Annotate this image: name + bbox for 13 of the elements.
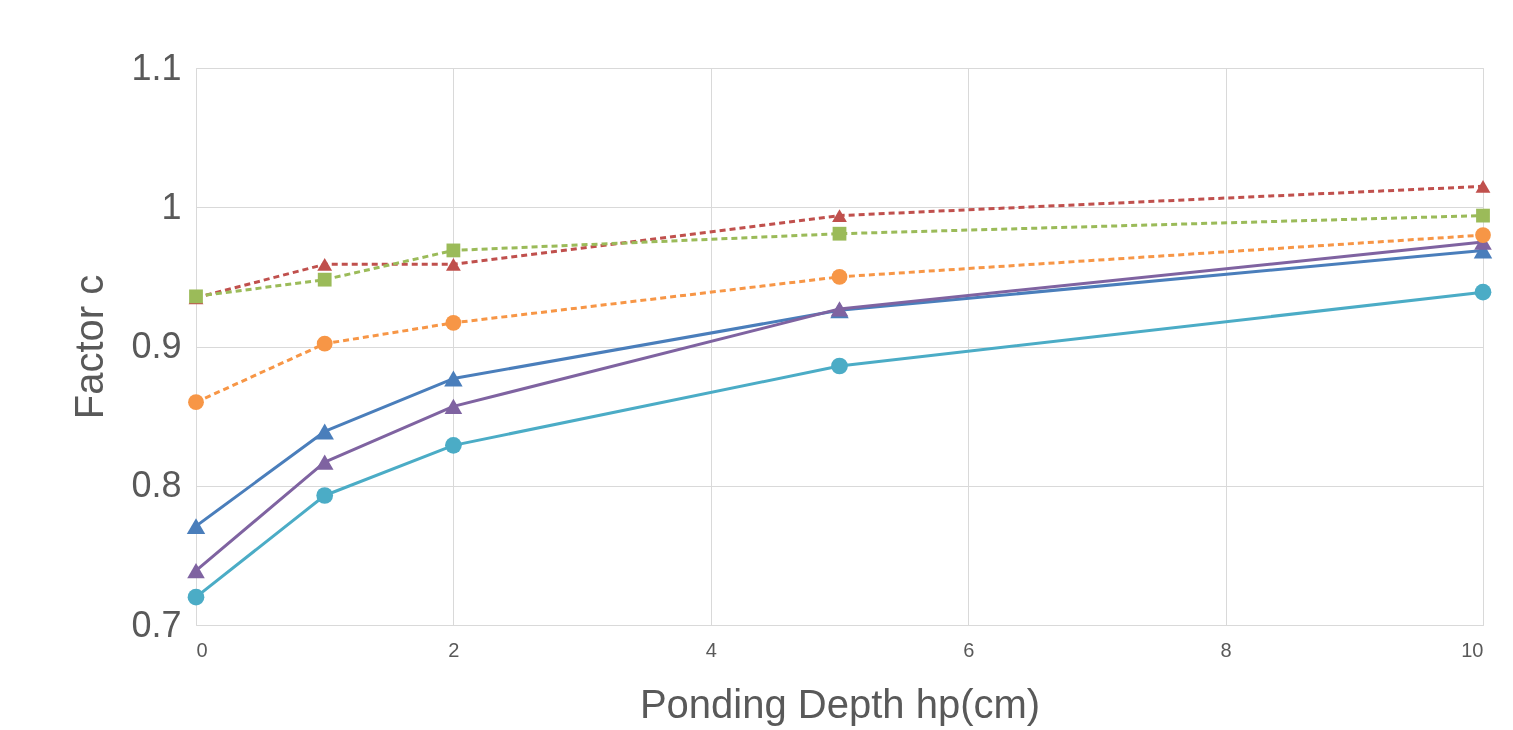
y-tick-label: 0.9 [131,325,182,366]
x-tick-label: 4 [705,638,717,661]
x-tick-label: 10 [1461,638,1484,661]
x-axis-title: Ponding Depth hp(cm) [639,681,1041,726]
x-tick-label: 8 [1220,638,1232,661]
y-axis-title: Factor c [67,274,112,420]
y-tick-label: 1.1 [131,46,182,88]
x-tick-label: 6 [963,638,975,661]
x-tick-label: 2 [448,638,460,661]
x-tick-label: 0 [196,638,208,661]
y-tick-label: 0.8 [131,464,182,506]
y-tick-label: 0.7 [131,603,182,645]
y-tick-label: 1 [161,185,182,227]
